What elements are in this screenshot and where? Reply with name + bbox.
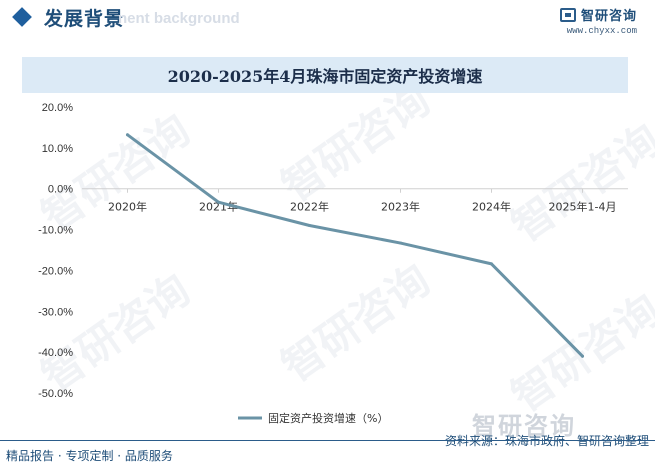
y-tick-label: -50.0% <box>38 388 73 400</box>
brand-name: 智研咨询 <box>580 9 637 24</box>
x-tick-label: 2022年 <box>290 200 329 214</box>
y-tick-label: 0.0% <box>48 184 73 196</box>
x-axis: 2020年 2021年 2022年 2023年 2024年 2025年1-4月 <box>82 188 628 214</box>
chart-title: 2020-2025年4月珠海市固定资产投资增速 <box>167 67 483 86</box>
chart-title-bar: 2020-2025年4月珠海市固定资产投资增速 <box>22 57 628 93</box>
x-tick-label: 2025年1-4月 <box>549 200 617 214</box>
header: 发展背景 nent background 智研咨询 www.chyxx.com <box>0 0 655 42</box>
section-subtitle-ghost: nent background <box>118 10 240 27</box>
data-source: 资料来源：珠海市政府、智研咨询整理 <box>444 434 649 448</box>
y-axis-labels: 20.0% 10.0% 0.0% -10.0% -20.0% -30.0% -40.0% -5… <box>38 102 73 400</box>
x-tick-label: 2023年 <box>381 200 420 214</box>
x-tick-label: 2024年 <box>472 200 511 214</box>
data-point <box>399 241 402 245</box>
data-point <box>581 354 584 358</box>
footer-logo: 智研咨询 <box>472 412 576 440</box>
series-line <box>126 133 584 358</box>
x-tick-label: 2020年 <box>108 200 147 214</box>
data-point <box>308 223 311 227</box>
y-tick-label: -20.0% <box>38 265 73 277</box>
legend: 固定资产投资增速（%） <box>238 411 388 425</box>
footer: 智研咨询 资料来源：珠海市政府、智研咨询整理 精品报告 · 专项定制 · 品质服… <box>0 412 655 470</box>
data-point <box>490 262 493 266</box>
data-point <box>217 200 220 204</box>
legend-label: 固定资产投资增速（%） <box>268 411 388 425</box>
section-title: 发展背景 <box>44 8 125 30</box>
footer-divider <box>0 440 655 441</box>
brand-logo: 智研咨询 www.chyxx.com <box>559 5 637 36</box>
y-tick-label: 10.0% <box>42 143 73 155</box>
brand-url: www.chyxx.com <box>566 26 637 36</box>
y-tick-label: 20.0% <box>42 102 73 114</box>
y-tick-label: -40.0% <box>38 347 73 359</box>
y-tick-label: -30.0% <box>38 306 73 318</box>
footer-slogan: 精品报告 · 专项定制 · 品质服务 <box>6 449 173 463</box>
series-lines <box>126 133 584 358</box>
y-tick-label: -10.0% <box>38 225 73 237</box>
logo-mark-icon <box>559 7 576 22</box>
data-point <box>126 133 129 137</box>
